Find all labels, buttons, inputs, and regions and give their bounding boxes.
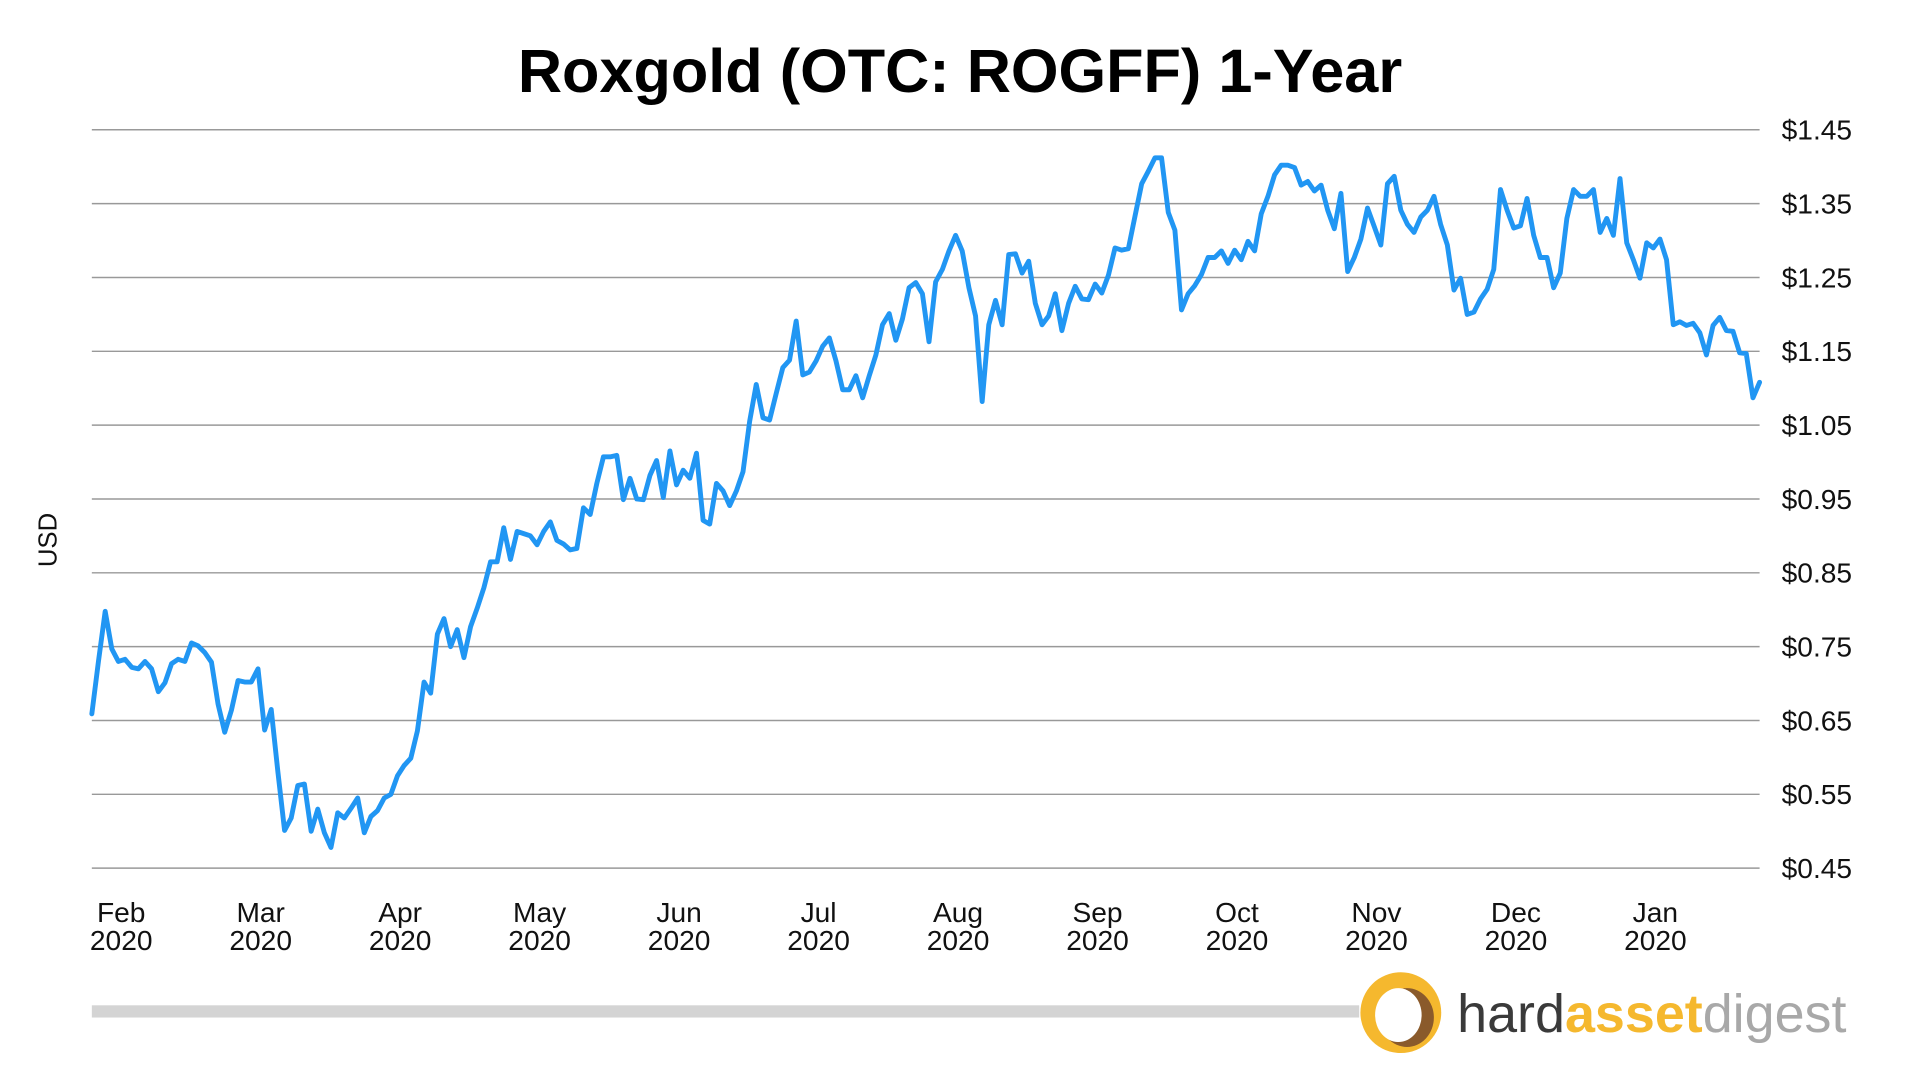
- y-axis-ticks: $1.45 $1.35 $1.25 $1.15 $1.05 $0.95 $0.85 $0.75…: [1782, 115, 1852, 884]
- y-tick-label: $0.45: [1782, 853, 1852, 884]
- x-tick-month: Aug: [933, 897, 983, 928]
- x-tick-year: 2020: [648, 925, 711, 956]
- y-tick-label: $1.35: [1782, 188, 1852, 219]
- logo-ring-icon: [1360, 972, 1442, 1054]
- x-tick-year: 2020: [1206, 925, 1269, 956]
- y-tick-label: $0.75: [1782, 631, 1852, 662]
- y-tick-label: $0.95: [1782, 484, 1852, 515]
- x-axis-ticks: Feb2020Mar2020Apr2020May2020Jun2020Jul20…: [90, 897, 1687, 956]
- y-tick-label: $1.25: [1782, 262, 1852, 293]
- logo-hard: hard: [1457, 984, 1565, 1044]
- y-tick-label: $1.45: [1782, 115, 1852, 146]
- price-line: [89, 155, 1763, 850]
- footer-bar: [91, 1005, 1360, 1018]
- chart-title: Roxgold (OTC: ROGFF) 1-Year: [518, 37, 1402, 105]
- x-tick-year: 2020: [787, 925, 850, 956]
- x-tick-month: Jan: [1633, 897, 1678, 928]
- y-axis-label: USD: [34, 513, 62, 567]
- y-tick-label: $1.15: [1782, 336, 1852, 367]
- x-tick-month: Mar: [236, 897, 284, 928]
- x-tick-month: Jun: [656, 897, 701, 928]
- x-tick-year: 2020: [1624, 925, 1687, 956]
- x-tick-year: 2020: [1066, 925, 1129, 956]
- x-tick-year: 2020: [1345, 925, 1408, 956]
- y-tick-label: $0.55: [1782, 779, 1852, 810]
- x-tick-year: 2020: [508, 925, 571, 956]
- x-tick-month: Apr: [378, 897, 422, 928]
- y-tick-label: $0.65: [1782, 705, 1852, 736]
- logo-asset: asset: [1565, 984, 1703, 1044]
- y-tick-label: $1.05: [1782, 410, 1852, 441]
- x-tick-month: Jul: [801, 897, 837, 928]
- x-tick-month: May: [513, 897, 567, 928]
- x-tick-year: 2020: [229, 925, 292, 956]
- gridlines: [91, 129, 1760, 869]
- x-tick-year: 2020: [369, 925, 432, 956]
- x-tick-month: Oct: [1215, 897, 1259, 928]
- x-tick-month: Feb: [97, 897, 146, 928]
- hardassetdigest-logo: hardassetdigest: [1360, 972, 1846, 1054]
- x-tick-month: Dec: [1491, 897, 1541, 928]
- x-tick-year: 2020: [1485, 925, 1548, 956]
- x-tick-year: 2020: [927, 925, 990, 956]
- x-tick-year: 2020: [90, 925, 153, 956]
- x-tick-month: Nov: [1351, 897, 1401, 928]
- logo-text: hardassetdigest: [1457, 984, 1846, 1044]
- y-tick-label: $0.85: [1782, 558, 1852, 589]
- logo-digest: digest: [1703, 984, 1847, 1044]
- x-tick-month: Sep: [1072, 897, 1122, 928]
